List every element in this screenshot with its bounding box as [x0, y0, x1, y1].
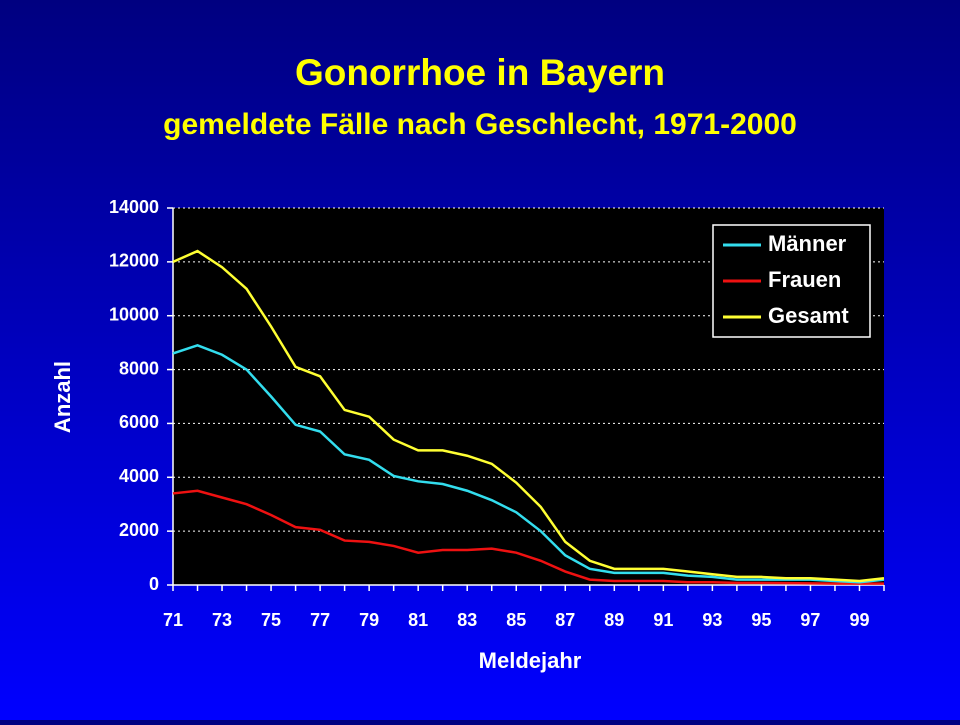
chart-title: Gonorrhoe in Bayern: [295, 52, 665, 93]
y-tick-label: 6000: [119, 412, 159, 432]
x-tick-label: 89: [604, 610, 624, 630]
y-tick-label: 4000: [119, 466, 159, 486]
x-tick-label: 81: [408, 610, 428, 630]
y-tick-label: 10000: [109, 304, 159, 324]
x-tick-label: 73: [212, 610, 232, 630]
y-tick-label: 0: [149, 574, 159, 594]
legend-label: Frauen: [768, 267, 841, 292]
y-tick-label: 12000: [109, 251, 159, 271]
x-tick-label: 77: [310, 610, 330, 630]
chart-subtitle: gemeldete Fälle nach Geschlecht, 1971-20…: [163, 108, 797, 141]
x-tick-label: 79: [359, 610, 379, 630]
x-tick-label: 97: [800, 610, 820, 630]
legend-label: Männer: [768, 231, 847, 256]
x-tick-label: 91: [653, 610, 673, 630]
line-series: [172, 344, 885, 584]
legend-label: Gesamt: [768, 303, 849, 328]
x-tick-label: 93: [702, 610, 722, 630]
y-tick-label: 8000: [119, 358, 159, 378]
y-axis-label: Anzahl: [50, 361, 75, 433]
x-tick-label: 95: [751, 610, 771, 630]
y-tick-label: 14000: [109, 197, 159, 217]
x-tick-label: 71: [163, 610, 183, 630]
x-tick-label: 83: [457, 610, 477, 630]
x-axis-label: Meldejahr: [479, 648, 582, 673]
x-tick-label: 87: [555, 610, 575, 630]
line-series: [172, 249, 885, 583]
y-tick-label: 2000: [119, 520, 159, 540]
x-tick-label: 99: [849, 610, 869, 630]
line-series: [172, 489, 884, 585]
x-tick-label: 75: [261, 610, 281, 630]
x-tick-label: 85: [506, 610, 526, 630]
